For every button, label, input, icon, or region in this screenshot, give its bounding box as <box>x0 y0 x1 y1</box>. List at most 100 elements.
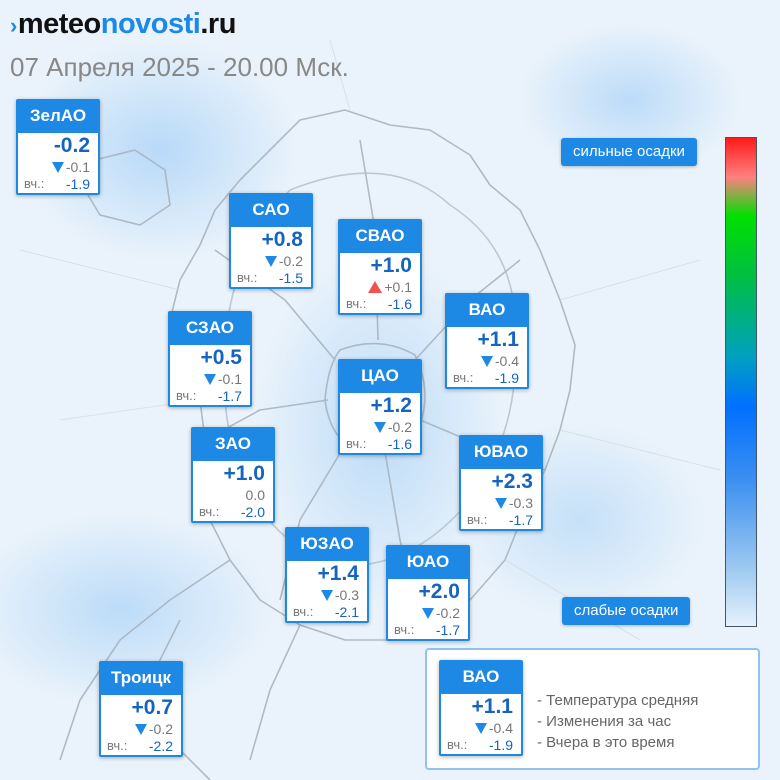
hourly-change: -0.1 <box>203 371 242 387</box>
trend-down-icon <box>494 498 507 509</box>
precipitation-color-scale <box>725 137 757 627</box>
district-name: Троицк <box>101 663 181 695</box>
district-name: ЮВАО <box>461 437 541 469</box>
hourly-change-value: -0.4 <box>494 353 519 369</box>
hourly-change-value: 0.0 <box>245 487 265 503</box>
hourly-change-value: -0.1 <box>65 159 90 175</box>
hourly-change: +0.1 <box>368 279 412 295</box>
yesterday-label: вч.: <box>453 370 474 385</box>
yesterday-label: вч.: <box>237 270 258 285</box>
yesterday-label: вч.: <box>346 296 367 311</box>
district-card-yuzao[interactable]: ЮЗАО +1.4 -0.3 вч.: -2.1 <box>285 527 369 623</box>
yesterday-value: -2.1 <box>334 604 359 620</box>
yesterday-value: -1.7 <box>435 622 460 638</box>
yesterday-label: вч.: <box>176 388 197 403</box>
hourly-change-value: -0.3 <box>334 587 359 603</box>
yesterday-label: вч.: <box>24 176 45 191</box>
district-name: ЮАО <box>388 547 468 579</box>
hourly-change: 0.0 <box>246 487 265 503</box>
scale-label-light: слабые осадки <box>562 597 691 625</box>
hourly-change-value: -0.2 <box>435 605 460 621</box>
hourly-change: -0.4 <box>480 353 519 369</box>
district-temperature: +0.8 <box>261 228 303 251</box>
hourly-change-value: -0.2 <box>387 419 412 435</box>
district-name: ЗАО <box>193 429 273 461</box>
road <box>19 249 181 291</box>
district-card-troitsk[interactable]: Троицк +0.7 -0.2 вч.: -2.2 <box>99 661 183 757</box>
trend-down-icon <box>264 256 277 267</box>
yesterday-label: вч.: <box>346 436 367 451</box>
yesterday-value: -1.9 <box>65 176 90 192</box>
trend-up-icon <box>368 281 383 293</box>
district-card-szao[interactable]: СЗАО +0.5 -0.1 вч.: -1.7 <box>168 311 252 407</box>
district-card-svao[interactable]: СВАО +1.0 +0.1 вч.: -1.6 <box>338 219 422 315</box>
yesterday-label: вч.: <box>467 512 488 527</box>
district-temperature: +1.4 <box>317 562 359 585</box>
trend-down-icon <box>480 356 493 367</box>
forecast-datetime: 07 Апреля 2025 - 20.00 Мск. <box>10 52 349 82</box>
legend-line-yesterday: - Вчера в это время <box>537 734 675 751</box>
hourly-change-value: -0.2 <box>148 721 173 737</box>
hourly-change: -0.3 <box>320 587 359 603</box>
legend-line-temperature: - Температура средняя <box>537 692 699 709</box>
legend-descriptions: - Температура средняя - Изменения за час… <box>537 690 698 753</box>
district-name: СЗАО <box>170 313 250 345</box>
hourly-change-value: -0.3 <box>508 495 533 511</box>
logo-text-meteo: meteo <box>17 8 101 40</box>
hourly-change: -0.1 <box>51 159 90 175</box>
district-name: ЮЗАО <box>287 529 367 561</box>
trend-down-icon <box>320 590 333 601</box>
yesterday-value: -2.0 <box>240 504 265 520</box>
district-card-vao[interactable]: ВАО +1.1 -0.4 вч.: -1.9 <box>445 293 529 389</box>
district-temperature: +1.1 <box>471 695 513 718</box>
yesterday-label: вч.: <box>199 504 220 519</box>
district-temperature: +1.0 <box>223 462 265 485</box>
hourly-change: -0.3 <box>494 495 533 511</box>
legend-line-change: - Изменения за час <box>537 713 672 730</box>
road <box>329 39 351 111</box>
yesterday-value: -1.9 <box>494 370 519 386</box>
district-temperature: +1.0 <box>370 254 412 277</box>
trend-down-icon <box>373 422 386 433</box>
district-temperature: +2.0 <box>418 580 460 603</box>
district-card-sao[interactable]: САО +0.8 -0.2 вч.: -1.5 <box>229 193 313 289</box>
district-name: СВАО <box>340 221 420 253</box>
yesterday-value: -1.6 <box>387 296 412 312</box>
yesterday-value: -1.7 <box>508 512 533 528</box>
district-temperature: +2.3 <box>491 470 533 493</box>
district-card-yuvao[interactable]: ЮВАО +2.3 -0.3 вч.: -1.7 <box>459 435 543 531</box>
yesterday-label: вч.: <box>394 622 415 637</box>
hourly-change: -0.2 <box>373 419 412 435</box>
district-name: ЗелАО <box>18 101 98 133</box>
logo-text-novosti: novosti <box>100 8 201 40</box>
legend: ВАО +1.1 -0.4 вч.: -1.9 - Температура ср… <box>425 648 760 770</box>
yesterday-value: -1.5 <box>278 270 303 286</box>
district-card-yuao[interactable]: ЮАО +2.0 -0.2 вч.: -1.7 <box>386 545 470 641</box>
site-logo[interactable]: ›meteonovosti.ru <box>10 7 236 43</box>
road <box>559 429 721 471</box>
district-name: САО <box>231 195 311 227</box>
trend-down-icon <box>51 162 64 173</box>
trend-down-icon <box>203 374 216 385</box>
trend-down-icon <box>474 723 487 734</box>
district-temperature: +0.7 <box>131 696 173 719</box>
district-temperature: -0.2 <box>53 134 90 157</box>
hourly-change-value: -0.1 <box>217 371 242 387</box>
yesterday-label: вч.: <box>447 737 468 752</box>
logo-mark-icon: › <box>10 13 17 38</box>
district-card-cao[interactable]: ЦАО +1.2 -0.2 вч.: -1.6 <box>338 359 422 455</box>
hourly-change: -0.2 <box>264 253 303 269</box>
yesterday-label: вч.: <box>293 604 314 619</box>
legend-sample-card: ВАО +1.1 -0.4 вч.: -1.9 <box>439 660 523 756</box>
yesterday-value: -2.2 <box>148 738 173 754</box>
hourly-change: -0.2 <box>134 721 173 737</box>
yesterday-label: вч.: <box>107 738 128 753</box>
road <box>559 259 701 301</box>
district-name: ЦАО <box>340 361 420 393</box>
new-moscow-boundary <box>249 624 301 761</box>
yesterday-value: -1.9 <box>488 737 513 753</box>
logo-text-domain: .ru <box>200 8 236 40</box>
district-card-zelao[interactable]: ЗелАО -0.2 -0.1 вч.: -1.9 <box>16 99 100 195</box>
district-card-zao[interactable]: ЗАО +1.0 0.0 вч.: -2.0 <box>191 427 275 523</box>
